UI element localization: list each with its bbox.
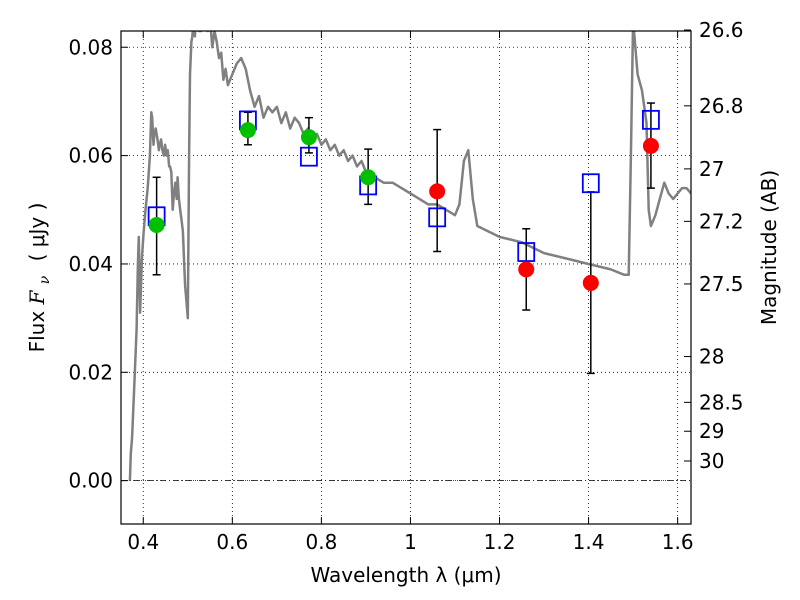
y-axis-title-subscript: ν [37, 275, 53, 284]
green-data-point [300, 129, 317, 146]
data-markers [147, 109, 660, 291]
y2-tick-label: 29 [699, 419, 724, 443]
x-axis-title: Wavelength λ (μm) [310, 563, 501, 587]
axis-ticks [121, 29, 691, 524]
plot-frame [120, 30, 692, 525]
x-tick-label: 1.4 [573, 530, 605, 554]
model-photometry-square [517, 242, 536, 262]
red-data-point [642, 137, 659, 154]
x-tick-label: 0.8 [305, 530, 337, 554]
y-tick-label: 0.02 [68, 360, 113, 384]
x-tick-label: 0.6 [216, 530, 248, 554]
tick-labels: 0.4 0.6 0.8 1 1.2 1.4 1.6 0.00 0.02 0.04 0.06 0.08 2… [68, 18, 743, 554]
y2-tick-label: 28 [699, 345, 724, 369]
model-photometry-square [581, 173, 600, 194]
x-tick-label: 0.4 [127, 530, 159, 554]
model-spectrum [128, 31, 691, 481]
y2-tick-label: 27.5 [699, 272, 744, 296]
error-bars [152, 102, 655, 375]
y2-tick-label: 27 [699, 157, 724, 181]
y-tick-label: 0.06 [68, 144, 113, 168]
y-axis-title-symbol: F [25, 289, 49, 305]
x-tick-label: 1.2 [484, 530, 516, 554]
y-tick-label: 0.00 [68, 469, 113, 493]
y-tick-label: 0.04 [68, 252, 113, 276]
y2-tick-label: 30 [699, 449, 724, 473]
green-data-point [360, 169, 377, 186]
x-tick-label: 1.6 [662, 530, 694, 554]
model-photometry-square [428, 207, 447, 228]
y2-axis-title: Magnitude (AB) [757, 170, 781, 325]
y-axis-title-prefix: Flux [25, 304, 49, 352]
green-data-point [148, 216, 165, 233]
model-photometry-square [300, 146, 318, 167]
y-axis-title-unit: ( μJy ) [25, 203, 49, 262]
x-tick-label: 1 [404, 530, 417, 554]
y-tick-label: 0.08 [68, 35, 113, 59]
y2-tick-label: 26.6 [699, 18, 744, 42]
y2-tick-label: 26.8 [699, 94, 744, 118]
y-axis-title: Flux F ν ( μJy ) [25, 203, 54, 353]
red-data-point [518, 261, 535, 278]
grid-lines [121, 31, 691, 524]
red-data-point [582, 274, 599, 291]
spectrum-line [128, 31, 691, 481]
green-data-point [239, 122, 256, 139]
model-photometry-square [642, 109, 660, 130]
y2-tick-label: 28.5 [699, 390, 744, 414]
red-data-point [429, 183, 446, 200]
y2-tick-label: 27.2 [699, 209, 744, 233]
